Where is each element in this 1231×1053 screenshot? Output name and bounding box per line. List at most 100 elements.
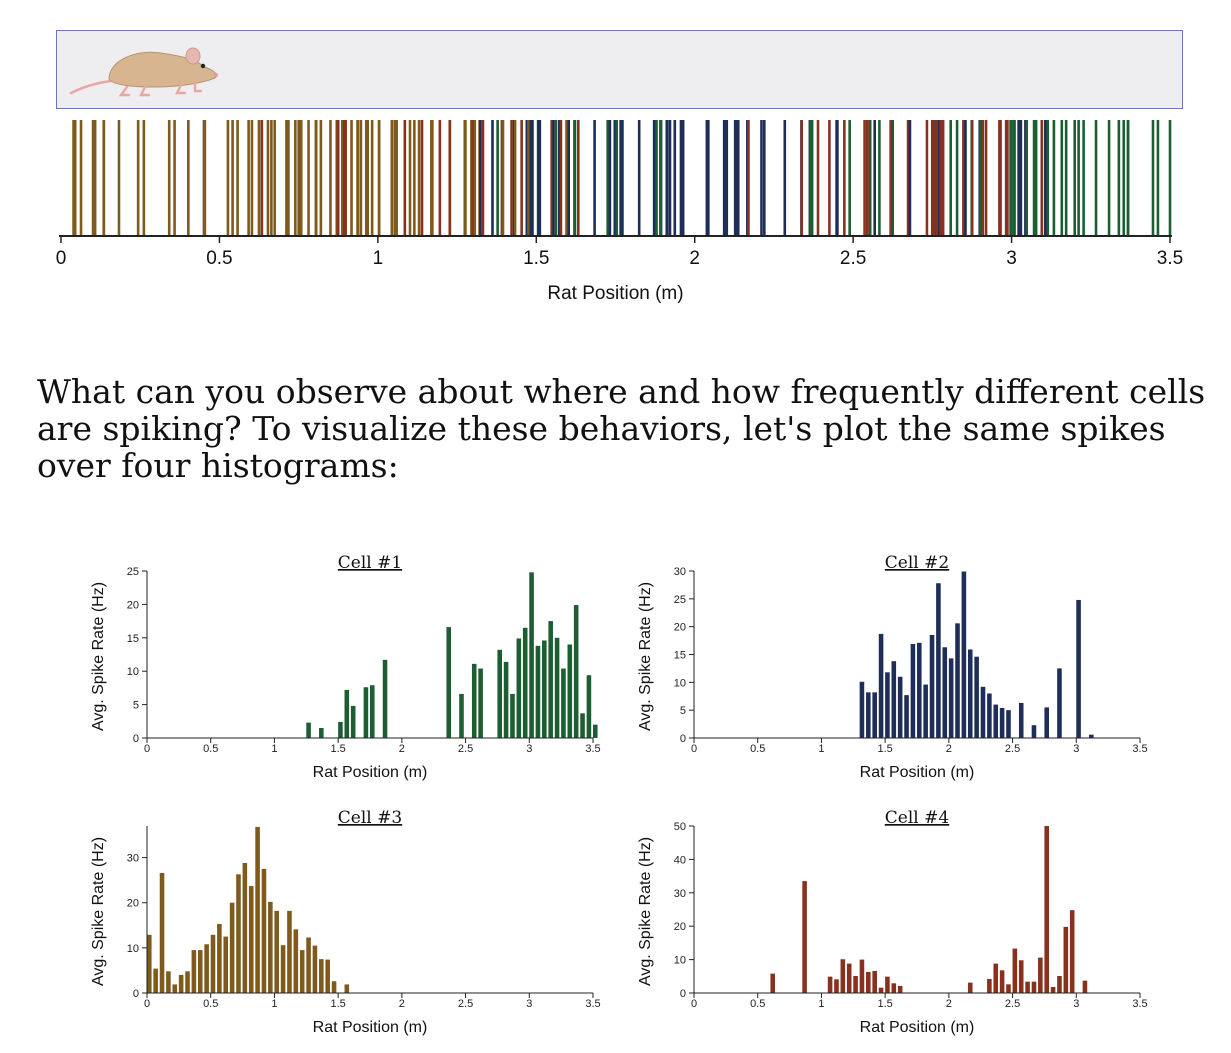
histogram-bar (204, 944, 209, 993)
histogram-bar (961, 571, 967, 738)
x-tick-label: 3 (526, 743, 532, 755)
x-tick-label: 0 (144, 743, 150, 755)
histogram-bar (248, 886, 254, 993)
histogram-bar (993, 963, 999, 993)
x-tick-label: 3 (526, 998, 532, 1010)
x-tick-label: 3.5 (1132, 998, 1147, 1010)
x-tick-label: 1.5 (330, 743, 345, 755)
histogram-bar (197, 950, 203, 993)
x-tick-label: 3 (1073, 998, 1079, 1010)
histogram-bar (542, 640, 547, 738)
y-axis-label: Avg. Spike Rate (Hz) (637, 582, 654, 731)
histogram-bar (859, 959, 865, 993)
x-tick-label: 0.5 (203, 998, 218, 1010)
histogram-bar (1012, 948, 1018, 993)
raster-x-tick-label: 0 (56, 248, 67, 269)
y-tick-label: 15 (674, 650, 686, 662)
histogram-bar (904, 695, 909, 738)
y-tick-label: 20 (674, 921, 686, 933)
histogram-bar (1076, 599, 1081, 738)
histogram-bar (834, 979, 839, 993)
histogram-bar (229, 902, 235, 993)
histogram-bar (1050, 986, 1056, 993)
rat-icon (69, 47, 218, 97)
histogram-bar (866, 971, 871, 993)
histogram-bar (223, 936, 229, 993)
histogram-bar (1018, 702, 1024, 738)
x-axis-label: Rat Position (m) (313, 764, 428, 781)
histogram-bar (999, 707, 1005, 738)
x-tick-label: 2.5 (458, 743, 473, 755)
y-tick-label: 50 (674, 821, 686, 833)
x-tick-label: 2 (946, 998, 952, 1010)
x-tick-label: 2.5 (458, 998, 473, 1010)
y-axis-label: Avg. Spike Rate (Hz) (637, 837, 654, 986)
x-tick-label: 1.5 (330, 998, 345, 1010)
histogram-bar (955, 623, 960, 738)
histogram-bar (185, 971, 190, 993)
histogram-bar (974, 656, 979, 738)
histogram-bar (382, 659, 388, 738)
histogram-bar (593, 724, 598, 738)
y-tick-label: 10 (127, 943, 139, 955)
histogram-bar (255, 826, 260, 993)
histogram-bar (878, 633, 884, 738)
x-tick-label: 0.5 (203, 743, 218, 755)
histogram-bar (299, 950, 305, 993)
histogram-bar (872, 692, 877, 738)
histogram-bar (459, 693, 464, 738)
chart-title: Cell #1 (338, 553, 402, 573)
histogram-bar (967, 649, 973, 738)
histogram-bar (446, 627, 452, 738)
histogram-bar (261, 868, 267, 993)
histogram-bar (567, 644, 573, 738)
x-tick-label: 0 (691, 743, 697, 755)
histogram-bar (529, 572, 534, 738)
raster-x-axis-label: Rat Position (m) (547, 283, 683, 304)
x-tick-label: 1.5 (877, 998, 892, 1010)
chart-title: Cell #2 (885, 553, 949, 573)
histogram-bar (1031, 981, 1037, 993)
y-tick-label: 5 (680, 705, 686, 717)
histogram-bar (1057, 975, 1062, 993)
histogram-bar (910, 643, 916, 738)
histogram-bar (859, 681, 865, 738)
histogram-bar (897, 676, 903, 738)
histogram-bar (1063, 926, 1069, 993)
y-tick-label: 40 (674, 854, 686, 866)
histogram-bar (561, 668, 566, 738)
histogram-bar (770, 973, 776, 993)
histogram-bar (370, 685, 375, 738)
chart-title: Cell #4 (885, 808, 949, 828)
histogram-bar (242, 863, 248, 993)
raster-x-tick-label: 1.5 (523, 248, 549, 269)
histogram-bar (268, 901, 273, 993)
y-tick-label: 10 (674, 955, 686, 967)
histogram-bar (191, 950, 197, 993)
histogram-bar (503, 661, 509, 738)
histogram-bar (967, 982, 973, 993)
raster-x-tick-label: 3.5 (1157, 248, 1183, 269)
histogram-bar (280, 945, 286, 993)
histogram-bar (923, 684, 928, 738)
cell-1-histogram: Cell #1 0 5 10 15 20 25 0 0.5 1 1.5 2 2.5 3 3.5 Rat Pos… (90, 553, 601, 781)
histogram-bar (338, 721, 343, 738)
histogram-bar (554, 637, 560, 738)
histogram-bar (999, 970, 1005, 993)
cell-3-histogram: Cell #3 0 10 20 30 0 0.5 1 1.5 2 2.5 3 3.5 Rat Positi… (90, 808, 601, 1036)
histogram-bar (987, 978, 992, 993)
x-tick-label: 1 (818, 998, 824, 1010)
y-tick-label: 0 (680, 988, 686, 1000)
histogram-bar (573, 605, 579, 738)
histogram-bar (331, 981, 337, 993)
raster-x-tick-label: 2 (689, 248, 700, 269)
histogram-bar (1044, 826, 1049, 993)
cell-4-histogram: Cell #4 0 10 20 30 40 50 0 0.5 1 1.5 2 2.5 3 3.5 Rat Po… (637, 808, 1148, 1036)
histogram-bar (1006, 710, 1011, 738)
histogram-bar (1082, 980, 1088, 993)
histogram-bar (853, 975, 858, 993)
x-tick-label: 3.5 (585, 743, 600, 755)
x-tick-label: 2 (399, 743, 405, 755)
histogram-bar (178, 974, 184, 993)
histogram-bar (325, 959, 330, 993)
